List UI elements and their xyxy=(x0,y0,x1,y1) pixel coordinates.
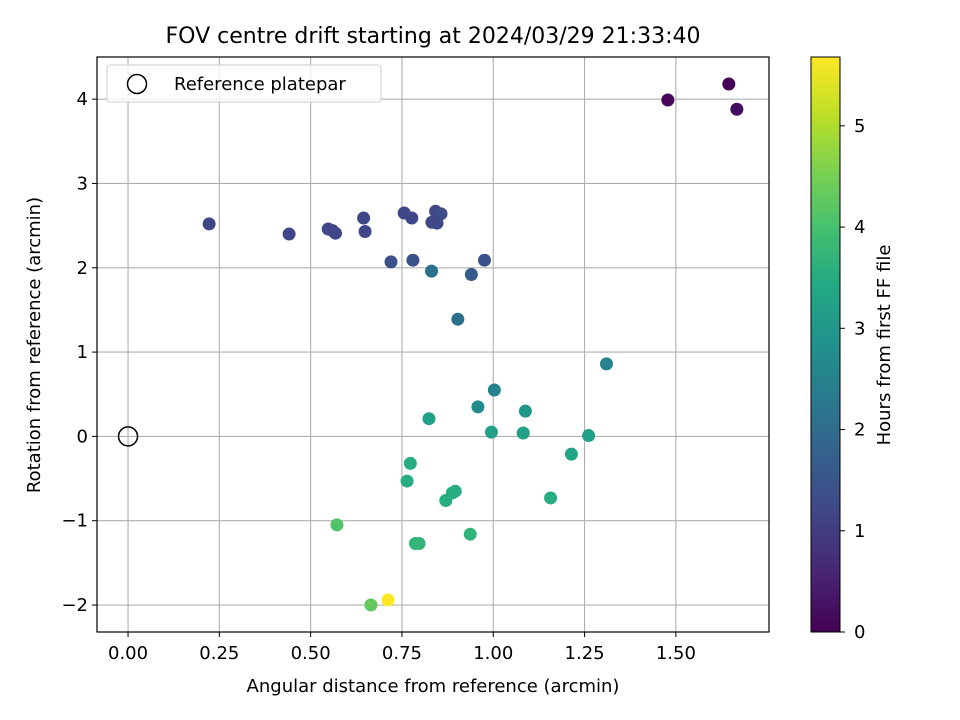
data-point xyxy=(516,426,530,440)
legend: Reference platepar xyxy=(106,64,382,103)
colorbar-tick-label: 5 xyxy=(854,116,865,137)
data-point xyxy=(439,493,453,507)
data-point xyxy=(722,77,736,91)
colorbar-gradient xyxy=(810,56,841,633)
data-point xyxy=(403,456,417,470)
y-axis-ticks: −2 −1 0 1 2 3 4 xyxy=(61,89,97,616)
data-points xyxy=(117,77,744,612)
data-point xyxy=(544,491,558,505)
data-point xyxy=(330,518,344,532)
data-point xyxy=(464,268,478,282)
data-point xyxy=(661,93,675,107)
data-point xyxy=(381,593,395,607)
legend-label-reference: Reference platepar xyxy=(174,74,346,95)
y-tick-label: 3 xyxy=(77,173,88,194)
x-tick-label: 1.00 xyxy=(473,643,513,664)
colorbar-tick-label: 1 xyxy=(854,521,865,542)
y-tick-label: −2 xyxy=(61,595,88,616)
y-tick-label: 4 xyxy=(77,89,88,110)
x-tick-label: 0.25 xyxy=(199,643,239,664)
x-axis-ticks: 0.00 0.25 0.50 0.75 1.00 1.25 1.50 xyxy=(108,632,696,664)
data-point xyxy=(364,598,378,612)
data-point xyxy=(477,253,491,267)
x-tick-label: 1.25 xyxy=(565,643,605,664)
data-point xyxy=(422,412,436,426)
data-point xyxy=(412,536,426,550)
data-point xyxy=(358,225,372,239)
data-point xyxy=(451,312,465,326)
colorbar-tick-label: 2 xyxy=(854,420,865,441)
data-point xyxy=(471,400,485,414)
plot-frame xyxy=(96,56,770,633)
data-point xyxy=(599,357,613,371)
y-axis-label: Rotation from reference (arcmin) xyxy=(24,197,45,493)
data-point xyxy=(384,255,398,269)
reference-platepar-marker xyxy=(117,426,139,447)
data-point xyxy=(463,527,477,541)
data-point xyxy=(487,383,501,397)
data-point xyxy=(518,404,532,418)
data-point xyxy=(425,264,439,278)
data-point xyxy=(434,207,448,221)
x-tick-label: 0.50 xyxy=(291,643,331,664)
x-tick-label: 0.75 xyxy=(382,643,422,664)
legend-box xyxy=(106,64,382,103)
x-tick-label: 1.50 xyxy=(656,643,696,664)
colorbar-ticks: 0 1 2 3 4 5 xyxy=(840,116,865,643)
legend-marker-reference xyxy=(126,73,148,95)
colorbar-label: Hours from first FF file xyxy=(874,245,895,446)
data-point xyxy=(730,102,744,116)
data-point xyxy=(484,425,498,439)
data-point xyxy=(357,211,371,225)
data-point xyxy=(564,447,578,461)
y-tick-label: 2 xyxy=(77,258,88,279)
data-point xyxy=(400,474,414,488)
data-point xyxy=(328,226,342,240)
grid xyxy=(97,57,769,632)
colorbar-tick-label: 0 xyxy=(854,622,865,643)
chart-title: FOV centre drift starting at 2024/03/29 … xyxy=(166,24,701,49)
data-point xyxy=(282,227,296,241)
data-point xyxy=(406,253,420,267)
y-tick-label: 0 xyxy=(77,426,88,447)
colorbar-tick-label: 3 xyxy=(854,318,865,339)
x-tick-label: 0.00 xyxy=(108,643,148,664)
data-point xyxy=(202,217,216,231)
data-point xyxy=(405,211,419,225)
x-axis-label: Angular distance from reference (arcmin) xyxy=(247,676,620,697)
colorbar: 0 1 2 3 4 5 Hours from first FF file xyxy=(810,56,895,643)
colorbar-tick-label: 4 xyxy=(854,217,865,238)
y-tick-label: −1 xyxy=(61,511,88,532)
y-tick-label: 1 xyxy=(77,342,88,363)
data-point xyxy=(582,429,596,443)
